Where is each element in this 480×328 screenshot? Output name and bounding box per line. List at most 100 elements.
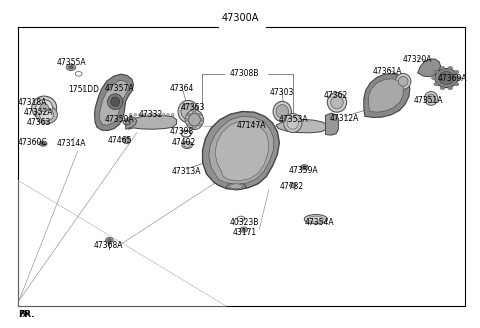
Polygon shape — [126, 116, 137, 130]
Circle shape — [41, 142, 45, 145]
Circle shape — [185, 118, 189, 121]
Ellipse shape — [229, 184, 243, 189]
Circle shape — [187, 113, 191, 116]
Text: 47352A: 47352A — [24, 108, 53, 117]
Text: 47147A: 47147A — [236, 121, 265, 130]
Text: 47369A: 47369A — [437, 73, 467, 83]
Circle shape — [302, 166, 306, 169]
Ellipse shape — [153, 113, 156, 116]
Text: 47350A: 47350A — [104, 115, 134, 124]
Polygon shape — [126, 115, 177, 129]
Polygon shape — [95, 74, 133, 131]
Polygon shape — [325, 113, 338, 135]
Text: 47782: 47782 — [280, 182, 304, 192]
Circle shape — [242, 229, 245, 231]
Text: 47398: 47398 — [169, 127, 193, 136]
Circle shape — [440, 86, 445, 90]
Circle shape — [454, 83, 459, 86]
Polygon shape — [203, 112, 279, 190]
Polygon shape — [364, 74, 410, 117]
Text: 47313A: 47313A — [171, 167, 201, 176]
Circle shape — [192, 111, 196, 114]
Circle shape — [448, 86, 453, 90]
Ellipse shape — [162, 113, 165, 116]
Text: 47359A: 47359A — [288, 166, 318, 175]
Ellipse shape — [167, 113, 169, 116]
Text: 47364: 47364 — [169, 84, 193, 93]
Circle shape — [456, 76, 461, 80]
Ellipse shape — [139, 113, 142, 116]
Text: 47355A: 47355A — [56, 58, 86, 68]
Circle shape — [106, 237, 113, 243]
Text: 47312A: 47312A — [330, 114, 360, 123]
Text: 47351A: 47351A — [413, 95, 443, 105]
Ellipse shape — [157, 113, 160, 116]
Text: FR.: FR. — [18, 310, 35, 319]
Polygon shape — [215, 121, 269, 181]
Text: 47353A: 47353A — [279, 115, 309, 124]
Text: 47368A: 47368A — [93, 241, 123, 250]
Circle shape — [200, 118, 204, 121]
Circle shape — [434, 83, 439, 86]
Ellipse shape — [181, 104, 195, 119]
Ellipse shape — [108, 94, 123, 110]
Ellipse shape — [439, 72, 454, 85]
Text: 47363: 47363 — [181, 103, 205, 112]
Text: 40323B: 40323B — [230, 217, 260, 227]
Ellipse shape — [32, 96, 57, 119]
Text: 47402: 47402 — [171, 138, 195, 147]
Ellipse shape — [143, 113, 146, 116]
Text: 47320A: 47320A — [403, 55, 432, 64]
Circle shape — [440, 67, 445, 70]
Text: 47308B: 47308B — [230, 69, 260, 78]
Text: 47300A: 47300A — [221, 13, 259, 23]
Circle shape — [240, 227, 248, 232]
Circle shape — [300, 165, 308, 170]
Ellipse shape — [36, 100, 52, 115]
Circle shape — [192, 126, 196, 128]
Text: 47357A: 47357A — [104, 84, 134, 93]
Circle shape — [66, 64, 76, 71]
Ellipse shape — [125, 139, 129, 142]
Text: 47361A: 47361A — [373, 67, 403, 76]
Ellipse shape — [435, 69, 458, 88]
Circle shape — [289, 183, 296, 188]
Circle shape — [108, 239, 111, 241]
Polygon shape — [209, 116, 274, 184]
Polygon shape — [99, 80, 129, 125]
Text: 47363: 47363 — [26, 117, 50, 127]
Text: 1751DD: 1751DD — [69, 85, 99, 94]
Text: 47303: 47303 — [270, 88, 294, 97]
Ellipse shape — [39, 109, 54, 121]
Circle shape — [198, 124, 202, 126]
Text: 47354A: 47354A — [304, 217, 334, 227]
Text: 47360C: 47360C — [18, 138, 48, 147]
Circle shape — [448, 67, 453, 70]
Ellipse shape — [178, 100, 198, 123]
Ellipse shape — [36, 106, 58, 124]
Text: 47318A: 47318A — [18, 98, 48, 107]
Polygon shape — [418, 59, 441, 77]
Ellipse shape — [40, 103, 48, 112]
Ellipse shape — [273, 101, 291, 122]
Ellipse shape — [185, 110, 204, 130]
Circle shape — [454, 70, 459, 73]
Circle shape — [432, 76, 436, 80]
Polygon shape — [369, 79, 403, 112]
Ellipse shape — [331, 96, 343, 109]
Ellipse shape — [188, 113, 201, 126]
Ellipse shape — [134, 113, 137, 116]
Ellipse shape — [123, 137, 131, 144]
Text: 47362: 47362 — [324, 91, 348, 100]
Ellipse shape — [148, 113, 151, 116]
Circle shape — [39, 141, 47, 146]
Ellipse shape — [398, 76, 408, 86]
Text: 47465: 47465 — [108, 136, 132, 145]
Ellipse shape — [284, 113, 302, 133]
Ellipse shape — [276, 105, 288, 118]
Ellipse shape — [424, 92, 438, 105]
Polygon shape — [276, 119, 327, 133]
Ellipse shape — [304, 215, 327, 224]
Ellipse shape — [111, 97, 120, 106]
Text: 47332: 47332 — [139, 110, 163, 119]
